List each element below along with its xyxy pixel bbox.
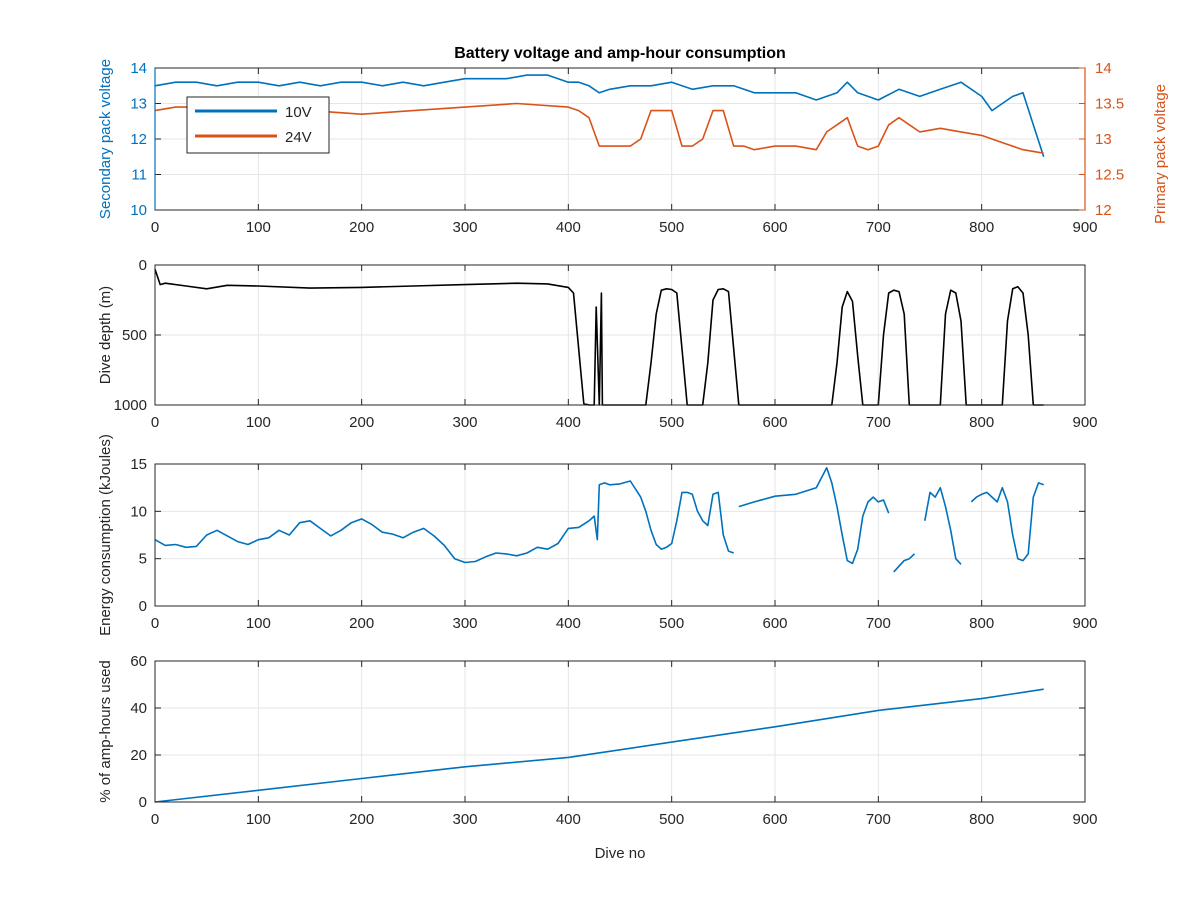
- x-tick-label: 300: [452, 811, 477, 828]
- legend-label-24v: 24V: [285, 129, 312, 146]
- y-axis-label: % of amp-hours used: [97, 660, 114, 803]
- series-line-3-1: [738, 466, 890, 565]
- x-tick-label: 500: [659, 219, 684, 236]
- series-line-3-1: [154, 480, 734, 564]
- x-tick-label: 400: [556, 414, 581, 431]
- x-tick-label: 600: [762, 414, 787, 431]
- series-line-10v: [154, 74, 1045, 158]
- x-tick-label: 900: [1072, 615, 1097, 632]
- x-tick-label: 500: [659, 414, 684, 431]
- y-axis-label: Dive depth (m): [97, 286, 114, 384]
- x-tick-label: 100: [246, 414, 271, 431]
- x-tick-label: 900: [1072, 414, 1097, 431]
- x-tick-label: 100: [246, 811, 271, 828]
- y-right-tick-label: 12: [1095, 202, 1112, 219]
- x-tick-label: 800: [969, 219, 994, 236]
- x-tick-label: 500: [659, 811, 684, 828]
- y-tick-label: 14: [130, 60, 147, 77]
- x-tick-label: 200: [349, 615, 374, 632]
- series-line-3-1: [924, 486, 962, 565]
- axes-frame: [154, 463, 1086, 607]
- x-tick-label: 800: [969, 615, 994, 632]
- x-tick-label: 200: [349, 811, 374, 828]
- y-right-tick-label: 14: [1095, 60, 1112, 77]
- x-tick-label: 0: [151, 811, 159, 828]
- y-tick-label: 10: [130, 202, 147, 219]
- x-tick-label: 100: [246, 615, 271, 632]
- x-tick-label: 700: [866, 414, 891, 431]
- y-tick-label: 20: [130, 747, 147, 764]
- y-tick-label: 0: [139, 794, 147, 811]
- series-line-24v: [154, 102, 1044, 154]
- x-tick-label: 500: [659, 615, 684, 632]
- y-tick-label: 60: [130, 653, 147, 670]
- y-right-axis-label: Primary pack voltage: [1152, 84, 1169, 224]
- series-line-2-1: [154, 268, 1044, 406]
- y-axis-label: Secondary pack voltage: [97, 59, 114, 219]
- y-tick-label: 0: [139, 598, 147, 615]
- x-tick-label: 800: [969, 414, 994, 431]
- x-tick-label: 600: [762, 219, 787, 236]
- y-right-tick-label: 12.5: [1095, 167, 1124, 184]
- y-tick-label: 1000: [114, 397, 147, 414]
- y-right-tick-label: 13.5: [1095, 96, 1124, 113]
- x-tick-label: 400: [556, 219, 581, 236]
- x-tick-label: 0: [151, 219, 159, 236]
- y-tick-label: 15: [130, 456, 147, 473]
- x-tick-label: 900: [1072, 219, 1097, 236]
- legend-label-10v: 10V: [285, 104, 312, 121]
- y-right-tick-label: 13: [1095, 131, 1112, 148]
- axes-frame: [154, 660, 1086, 803]
- x-tick-label: 900: [1072, 811, 1097, 828]
- x-tick-label: 200: [349, 219, 374, 236]
- x-tick-label: 200: [349, 414, 374, 431]
- y-tick-label: 500: [122, 327, 147, 344]
- x-tick-label: 300: [452, 414, 477, 431]
- y-tick-label: 5: [139, 551, 147, 568]
- y-tick-label: 12: [130, 131, 147, 148]
- y-tick-label: 40: [130, 700, 147, 717]
- x-tick-label: 0: [151, 615, 159, 632]
- y-tick-label: 13: [130, 96, 147, 113]
- series-line-3-1: [970, 482, 1044, 562]
- x-tick-label: 300: [452, 615, 477, 632]
- y-tick-label: 11: [131, 167, 147, 184]
- x-tick-label: 100: [246, 219, 271, 236]
- series-line-4-1: [154, 688, 1044, 803]
- x-tick-label: 600: [762, 615, 787, 632]
- y-tick-label: 10: [130, 503, 147, 520]
- subplot-2: 0 100 200 300 400 500 600 700 800 900 0 500 1000Dive…: [97, 257, 1098, 431]
- figure-title: Battery voltage and amp-hour consumption: [454, 45, 786, 62]
- x-tick-label: 700: [866, 811, 891, 828]
- x-tick-label: 800: [969, 811, 994, 828]
- subplots-layer: 0 100 200 300 400 500 600 700 800 900101112131412…: [97, 59, 1169, 862]
- series-line-3-1: [893, 553, 916, 573]
- subplot-4: 0 100 200 300 400 500 600 700 800 900 0 20 40 60 % of …: [97, 653, 1098, 862]
- y-tick-label: 0: [139, 257, 147, 274]
- x-tick-label: 600: [762, 811, 787, 828]
- x-tick-label: 400: [556, 615, 581, 632]
- subplot-1: 0 100 200 300 400 500 600 700 800 900 10 11 12 13 14 12…: [97, 59, 1169, 236]
- x-tick-label: 300: [452, 219, 477, 236]
- legend-box: [186, 96, 330, 154]
- y-axis-label: Energy consumption (kJoules): [97, 434, 114, 636]
- x-tick-label: 700: [866, 615, 891, 632]
- subplot-3: 0 100 200 300 400 500 600 700 800 900 0 5 10 15 Energy…: [97, 434, 1098, 636]
- x-tick-label: 400: [556, 811, 581, 828]
- x-tick-label: 0: [151, 414, 159, 431]
- x-axis-label: Dive no: [595, 845, 646, 862]
- x-tick-label: 700: [866, 219, 891, 236]
